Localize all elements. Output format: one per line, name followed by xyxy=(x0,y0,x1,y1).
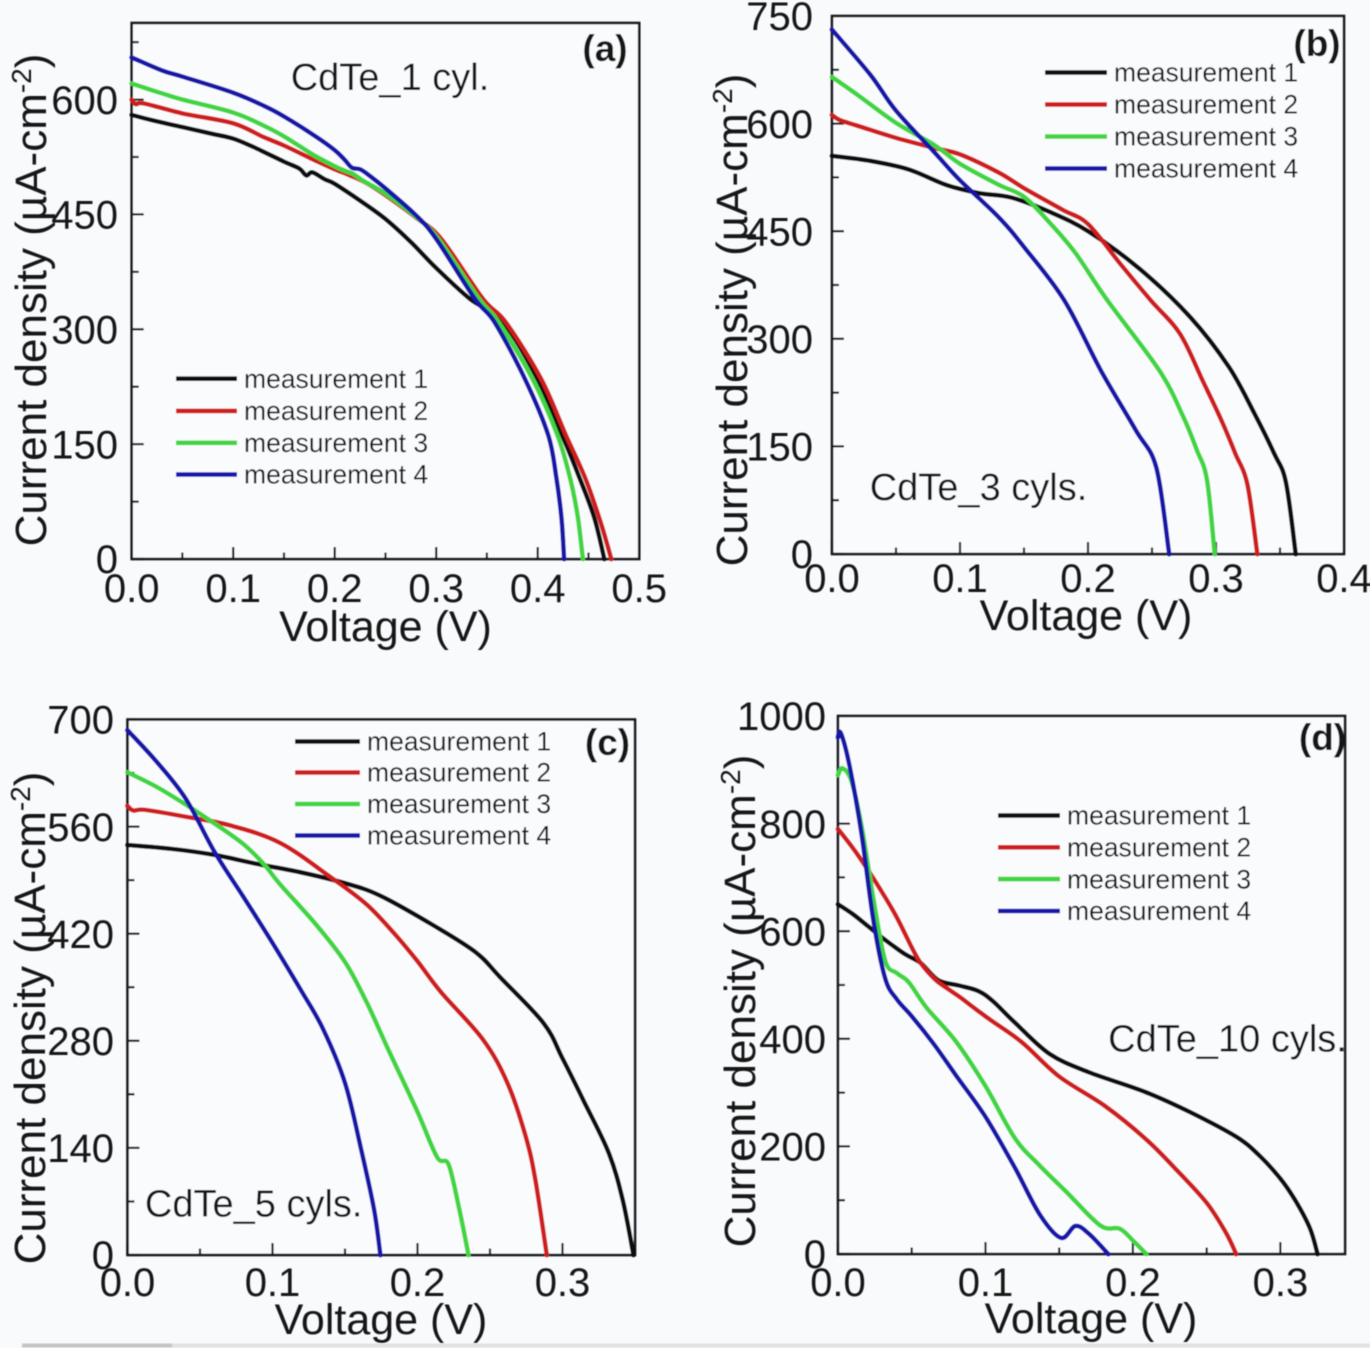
svg-text:Current density (µA-cm-2): Current density (µA-cm-2) xyxy=(715,755,765,1248)
svg-text:0: 0 xyxy=(804,1233,826,1277)
svg-text:300: 300 xyxy=(51,309,118,353)
svg-text:0.2: 0.2 xyxy=(1060,557,1116,601)
svg-text:0.2: 0.2 xyxy=(390,1261,446,1305)
svg-text:Voltage (V): Voltage (V) xyxy=(985,1295,1198,1343)
svg-text:measurement 1: measurement 1 xyxy=(244,364,428,394)
svg-text:140: 140 xyxy=(47,1127,114,1171)
svg-text:(b): (b) xyxy=(1293,23,1340,64)
svg-text:measurement 4: measurement 4 xyxy=(1067,896,1251,926)
svg-text:150: 150 xyxy=(746,426,813,470)
svg-text:0.0: 0.0 xyxy=(104,567,160,611)
svg-text:measurement 3: measurement 3 xyxy=(367,789,551,819)
svg-text:0.1: 0.1 xyxy=(205,567,261,611)
svg-text:150: 150 xyxy=(51,423,118,467)
svg-text:450: 450 xyxy=(746,210,813,254)
svg-text:600: 600 xyxy=(51,79,118,123)
svg-text:measurement 1: measurement 1 xyxy=(367,727,551,757)
svg-text:(d): (d) xyxy=(1299,717,1346,758)
svg-text:measurement 2: measurement 2 xyxy=(1114,90,1298,120)
svg-text:200: 200 xyxy=(759,1126,826,1170)
svg-text:0.1: 0.1 xyxy=(958,1261,1014,1305)
svg-text:measurement 3: measurement 3 xyxy=(1114,122,1298,152)
svg-text:measurement 4: measurement 4 xyxy=(367,821,551,851)
svg-text:450: 450 xyxy=(51,194,118,238)
svg-text:0: 0 xyxy=(96,538,118,582)
svg-text:0.0: 0.0 xyxy=(804,557,860,601)
svg-text:600: 600 xyxy=(746,103,813,147)
svg-text:measurement 1: measurement 1 xyxy=(1114,58,1298,88)
svg-text:800: 800 xyxy=(759,803,826,847)
svg-text:0.0: 0.0 xyxy=(810,1261,866,1305)
svg-text:0.3: 0.3 xyxy=(1188,557,1244,601)
svg-text:CdTe_3 cyls.: CdTe_3 cyls. xyxy=(870,467,1088,509)
svg-text:(c): (c) xyxy=(585,722,630,763)
svg-text:0: 0 xyxy=(791,533,813,577)
svg-text:0.3: 0.3 xyxy=(1253,1261,1309,1305)
svg-text:Current density (µA-cm-2): Current density (µA-cm-2) xyxy=(707,74,757,567)
svg-text:measurement 2: measurement 2 xyxy=(244,396,428,426)
svg-text:400: 400 xyxy=(759,1018,826,1062)
svg-text:0.5: 0.5 xyxy=(611,567,667,611)
svg-text:600: 600 xyxy=(759,910,826,954)
svg-text:420: 420 xyxy=(47,913,114,957)
svg-text:CdTe_1 cyl.: CdTe_1 cyl. xyxy=(291,57,490,99)
svg-text:280: 280 xyxy=(47,1020,114,1064)
svg-text:750: 750 xyxy=(746,0,813,39)
svg-text:0.4: 0.4 xyxy=(510,567,566,611)
svg-text:measurement 2: measurement 2 xyxy=(367,758,551,788)
svg-text:measurement 4: measurement 4 xyxy=(1114,154,1298,184)
svg-text:measurement 2: measurement 2 xyxy=(1067,833,1251,863)
svg-text:0.0: 0.0 xyxy=(100,1261,156,1305)
svg-text:CdTe_10 cyls.: CdTe_10 cyls. xyxy=(1108,1019,1347,1061)
svg-text:CdTe_5 cyls.: CdTe_5 cyls. xyxy=(145,1184,363,1226)
svg-text:0.1: 0.1 xyxy=(245,1261,301,1305)
svg-text:measurement 1: measurement 1 xyxy=(1067,801,1251,831)
svg-text:300: 300 xyxy=(746,318,813,362)
svg-text:1000: 1000 xyxy=(737,695,826,739)
svg-text:700: 700 xyxy=(47,699,114,743)
svg-text:0.1: 0.1 xyxy=(932,557,988,601)
svg-text:560: 560 xyxy=(47,806,114,850)
svg-text:Voltage (V): Voltage (V) xyxy=(980,592,1193,640)
svg-text:0: 0 xyxy=(92,1234,114,1278)
svg-text:Voltage (V): Voltage (V) xyxy=(275,1296,488,1344)
svg-text:(a): (a) xyxy=(582,28,627,69)
svg-text:0.4: 0.4 xyxy=(1316,557,1370,601)
svg-text:measurement 3: measurement 3 xyxy=(244,428,428,458)
svg-text:Current density (µA-cm-2): Current density (µA-cm-2) xyxy=(5,772,55,1265)
svg-text:0.3: 0.3 xyxy=(535,1261,591,1305)
svg-text:Voltage (V): Voltage (V) xyxy=(279,603,492,651)
svg-text:measurement 3: measurement 3 xyxy=(1067,864,1251,894)
svg-text:0.2: 0.2 xyxy=(307,567,363,611)
svg-text:0.3: 0.3 xyxy=(408,567,464,611)
svg-text:0.2: 0.2 xyxy=(1105,1261,1161,1305)
svg-text:measurement 4: measurement 4 xyxy=(244,460,428,490)
svg-text:Current density (µA-cm-2): Current density (µA-cm-2) xyxy=(6,54,56,547)
